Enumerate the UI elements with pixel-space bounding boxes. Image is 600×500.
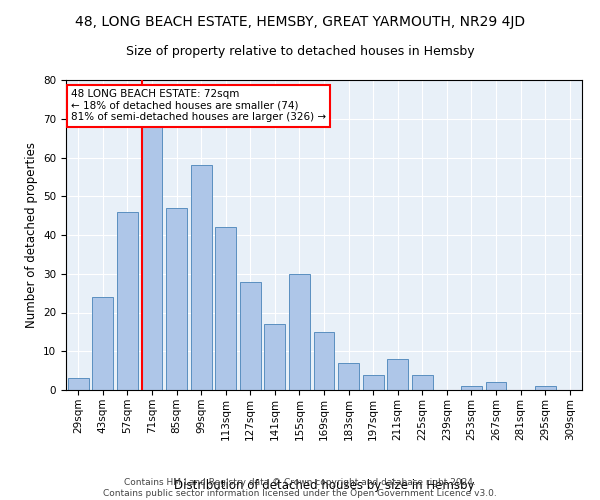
- Bar: [535, 386, 556, 390]
- Bar: [265, 324, 286, 390]
- Bar: [387, 359, 408, 390]
- Text: 48, LONG BEACH ESTATE, HEMSBY, GREAT YARMOUTH, NR29 4JD: 48, LONG BEACH ESTATE, HEMSBY, GREAT YAR…: [75, 15, 525, 29]
- Bar: [142, 126, 163, 390]
- Bar: [240, 282, 261, 390]
- Y-axis label: Number of detached properties: Number of detached properties: [25, 142, 38, 328]
- Bar: [166, 208, 187, 390]
- Text: Size of property relative to detached houses in Hemsby: Size of property relative to detached ho…: [125, 45, 475, 58]
- Bar: [485, 382, 506, 390]
- Bar: [215, 227, 236, 390]
- Bar: [338, 363, 359, 390]
- Bar: [289, 274, 310, 390]
- Bar: [314, 332, 334, 390]
- Bar: [362, 374, 383, 390]
- Bar: [461, 386, 482, 390]
- Bar: [92, 297, 113, 390]
- Text: Contains HM Land Registry data © Crown copyright and database right 2024.
Contai: Contains HM Land Registry data © Crown c…: [103, 478, 497, 498]
- Bar: [412, 374, 433, 390]
- X-axis label: Distribution of detached houses by size in Hemsby: Distribution of detached houses by size …: [174, 478, 474, 492]
- Bar: [191, 165, 212, 390]
- Bar: [68, 378, 89, 390]
- Text: 48 LONG BEACH ESTATE: 72sqm
← 18% of detached houses are smaller (74)
81% of sem: 48 LONG BEACH ESTATE: 72sqm ← 18% of det…: [71, 90, 326, 122]
- Bar: [117, 212, 138, 390]
